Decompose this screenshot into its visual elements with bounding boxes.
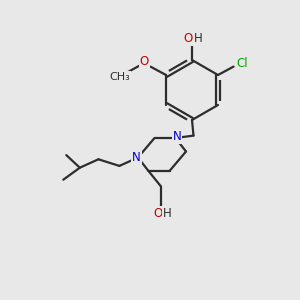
Text: CH₃: CH₃ [110,72,130,82]
Text: N: N [172,130,182,143]
Text: Cl: Cl [237,57,248,70]
Text: O: O [184,32,193,45]
Text: O: O [140,55,149,68]
Text: O: O [153,207,162,220]
Text: N: N [132,151,141,164]
Text: H: H [194,32,203,45]
Text: H: H [163,207,172,220]
